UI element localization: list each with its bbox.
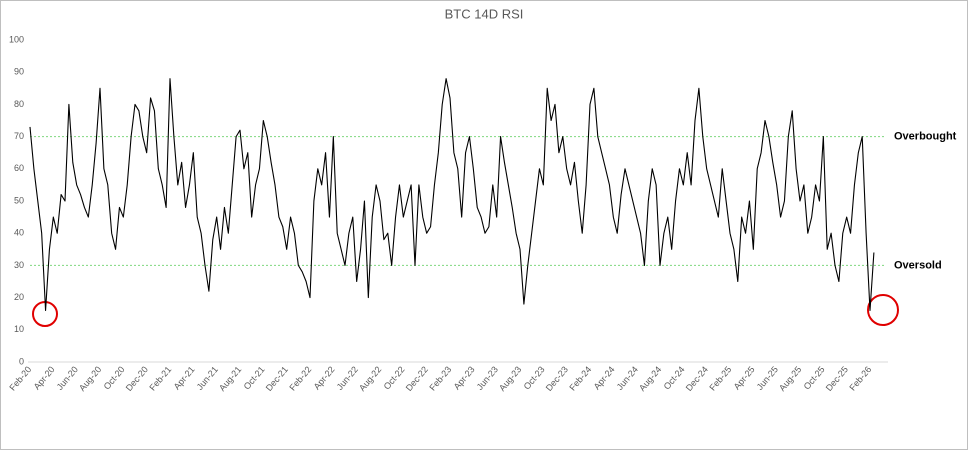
y-tick-label: 80: [14, 99, 24, 109]
y-tick-label: 70: [14, 131, 24, 141]
y-tick-label: 50: [14, 195, 24, 205]
highlight-circle: [867, 294, 899, 326]
annotation: Overbought: [894, 131, 957, 143]
y-tick-label: 0: [19, 356, 24, 366]
y-tick-label: 100: [9, 34, 24, 44]
data-line: [29, 78, 875, 312]
y-tick-label: 10: [14, 324, 24, 334]
y-tick-label: 60: [14, 163, 24, 173]
y-tick-label: 40: [14, 228, 24, 238]
annotation: Oversold: [894, 259, 942, 271]
y-tick-label: 30: [14, 260, 24, 270]
chart-title: BTC 14D RSI: [445, 6, 524, 21]
y-tick-label: 20: [14, 292, 24, 302]
y-tick-label: 90: [14, 67, 24, 77]
